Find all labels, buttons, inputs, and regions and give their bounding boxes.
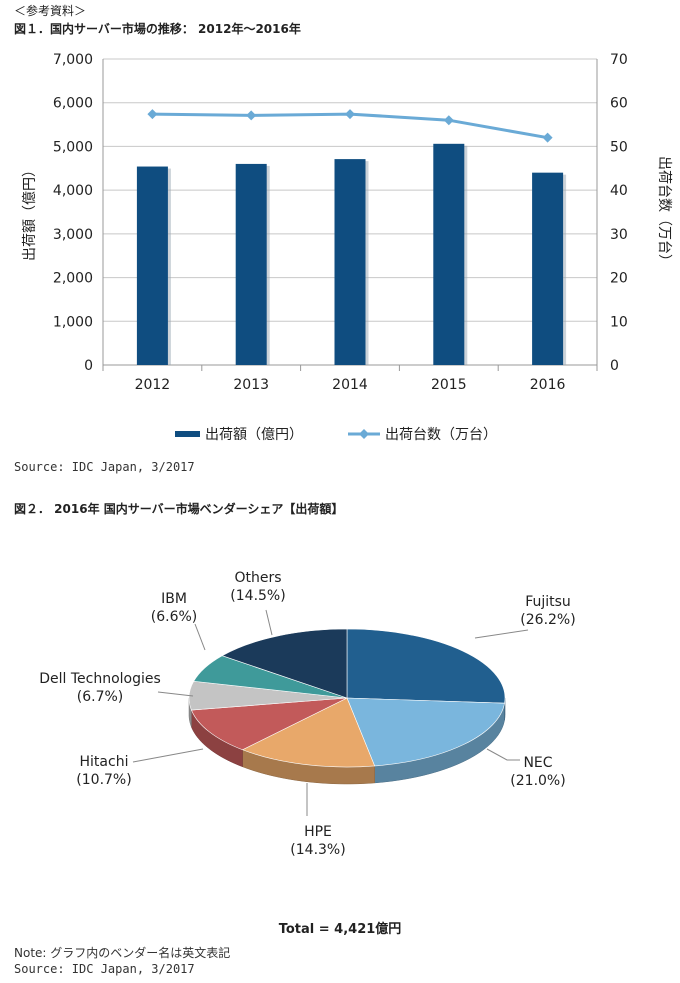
ytick-left-label: 0: [84, 358, 93, 374]
xtick-label: 2016: [530, 377, 566, 393]
ytick-left-label: 4,000: [53, 183, 93, 199]
ytick-right-label: 40: [610, 183, 628, 199]
pie-label-name: Hitachi: [80, 754, 129, 770]
ytick-left-label: 3,000: [53, 227, 93, 243]
pie-label-name: IBM: [161, 591, 187, 607]
ytick-left-label: 6,000: [53, 96, 93, 112]
line-point-2012: [147, 109, 158, 120]
pie-leader-line: [194, 623, 206, 651]
pie-slice-hitachi: [191, 697, 348, 751]
legend-line-marker: [359, 429, 369, 439]
pie-label-pct: (10.7%): [76, 772, 131, 788]
bar-2016: [532, 172, 564, 365]
xtick-label: 2015: [431, 377, 467, 393]
pie-label-pct: (6.7%): [77, 689, 124, 705]
reference-label: ＜参考資料＞: [14, 4, 87, 18]
ytick-left-label: 2,000: [53, 271, 93, 287]
pie-label-name: Fujitsu: [525, 594, 571, 610]
line-point-2016: [542, 132, 553, 143]
pie-label-name: HPE: [304, 824, 332, 840]
ylabel-right: 出荷台数（万台）: [656, 156, 672, 268]
pie-slice-others: [221, 628, 348, 699]
combo-chart: 0 0 1,000 10 2,000 20 3,000 30 4,000 40 5,000 50 6,0…: [22, 52, 672, 443]
xtick-label: 2014: [332, 377, 368, 393]
pie-label-name: Others: [234, 570, 281, 586]
pie-slice-nec: [346, 697, 505, 767]
bar-2015: [433, 143, 465, 365]
xtick-label: 2013: [233, 377, 269, 393]
ytick-right-label: 60: [610, 96, 628, 112]
pie-label-pct: (26.2%): [520, 612, 575, 628]
bar-2013: [235, 163, 267, 365]
figure2-source: Source: IDC Japan, 3/2017: [14, 962, 195, 976]
pie-slice-hpe: [241, 697, 376, 768]
pie-slice-fujitsu: [346, 628, 506, 704]
line-point-2014: [345, 109, 355, 120]
pie-label-pct: (6.6%): [151, 609, 198, 625]
ytick-left-label: 7,000: [53, 52, 93, 68]
figure1-source: Source: IDC Japan, 3/2017: [14, 460, 195, 474]
pie-leader-line: [486, 748, 520, 761]
pie-label-name: Dell Technologies: [39, 671, 161, 687]
pie-leader-line: [265, 609, 273, 636]
pie-label-name: NEC: [523, 755, 552, 771]
bar-2014: [334, 159, 366, 365]
ytick-right-label: 30: [610, 227, 628, 243]
pie-label-pct: (21.0%): [510, 773, 565, 789]
figure1-title: 図１．国内サーバー市場の推移： 2012年～2016年: [14, 22, 301, 36]
ylabel-left: 出荷額（億円）: [22, 163, 38, 261]
ytick-left-label: 5,000: [53, 139, 93, 155]
pie-label-pct: (14.3%): [290, 842, 345, 858]
ytick-right-label: 20: [610, 271, 628, 287]
pie-leader-line: [157, 691, 194, 697]
ytick-right-label: 10: [610, 314, 628, 330]
legend-bar-label: 出荷額（億円）: [205, 427, 303, 443]
line-point-2015: [443, 115, 454, 126]
legend-line-label: 出荷台数（万台）: [385, 427, 497, 443]
pie-leader-line: [132, 748, 204, 763]
pie-total: Total = 4,421億円: [278, 922, 402, 937]
pie-leader-line: [474, 629, 529, 639]
ytick-left-label: 1,000: [53, 314, 93, 330]
line-point-2013: [246, 110, 257, 121]
pie-chart: Fujitsu (26.2%) NEC (21.0%) HPE (14.3%) Hitach…: [39, 570, 575, 858]
ytick-right-label: 0: [610, 358, 619, 374]
ytick-right-label: 50: [610, 139, 628, 155]
xtick-label: 2012: [135, 377, 171, 393]
bar-2012: [136, 166, 168, 365]
figure2-note: Note: グラフ内のベンダー名は英文表記: [14, 946, 231, 960]
pie-label-pct: (14.5%): [230, 588, 285, 604]
ytick-right-label: 70: [610, 52, 628, 68]
figure2-title: 図２． 2016年 国内サーバー市場ベンダーシェア【出荷額】: [14, 502, 344, 516]
